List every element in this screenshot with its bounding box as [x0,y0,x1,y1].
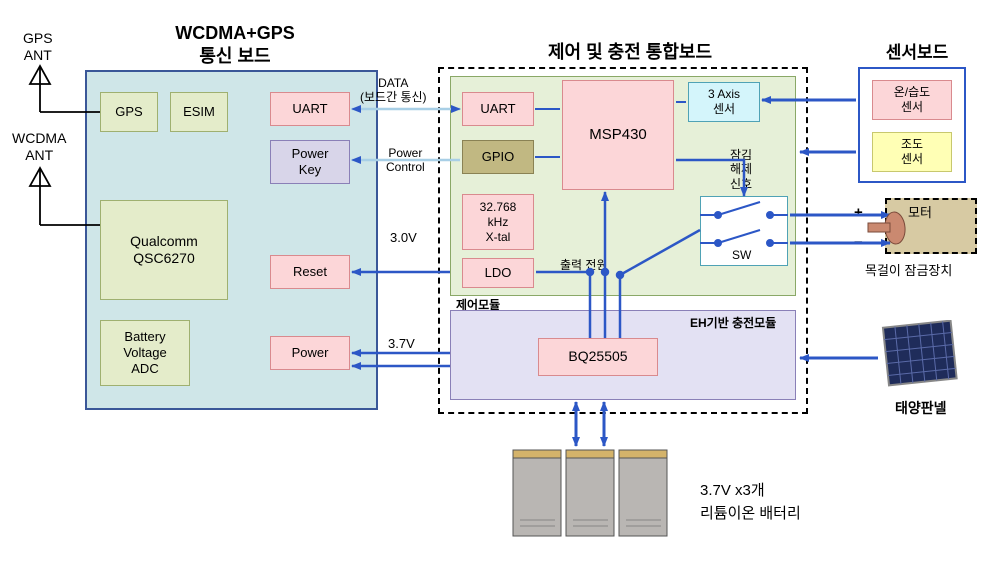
esim-block: ESIM [170,92,228,132]
board1-title: WCDMA+GPS통신 보드 [120,22,350,69]
sensor-temp-block: 온/습도 센서 [872,80,952,120]
gps-ant-label: GPS ANT [23,30,53,64]
charge-module-label: EH기반 충전모듈 [690,314,776,331]
minus-label: − [854,234,863,251]
reset-block: Reset [270,255,350,289]
sw-label: SW [732,248,751,262]
solar-panel-icon [880,320,960,390]
motor-label: 모터 [908,202,932,221]
board2-title: 제어 및 충전 통합보드 [490,38,770,64]
solar-label: 태양판넬 [895,398,947,418]
plus-label: + [854,204,863,221]
bq-block: BQ25505 [538,338,658,376]
gpio-block: GPIO [462,140,534,174]
gps-block: GPS [100,92,158,132]
sensor-title: 센서보드 [872,38,962,63]
qualcomm-block: Qualcomm QSC6270 [100,200,228,300]
ldo-block: LDO [462,258,534,288]
uart1-block: UART [270,92,350,126]
wcdma-ant-label: WCDMA ANT [12,130,66,164]
v37-label: 3.7V [388,336,415,351]
power-key-block: Power Key [270,140,350,184]
axis3-block: 3 Axis 센서 [688,82,760,122]
power-control-label: Power Control [386,146,425,175]
v30-label: 3.0V [390,230,417,245]
lock-device-label: 목걸이 잠금장치 [865,260,952,279]
battery-adc-block: Battery Voltage ADC [100,320,190,386]
xtal-block: 32.768 kHz X-tal [462,194,534,250]
sensor-light-block: 조도 센서 [872,132,952,172]
power-block: Power [270,336,350,370]
output-power-label: 출력 전원 [560,256,608,273]
data-line-label: DATA (보드간 통신) [360,76,427,105]
battery-text: 3.7V x3개 리튬이온 배터리 [700,480,801,525]
battery-icon [510,448,670,540]
uart2-block: UART [462,92,534,126]
lock-signal-label: 잠김 해제 신호 [730,148,752,191]
msp430-block: MSP430 [562,80,674,190]
